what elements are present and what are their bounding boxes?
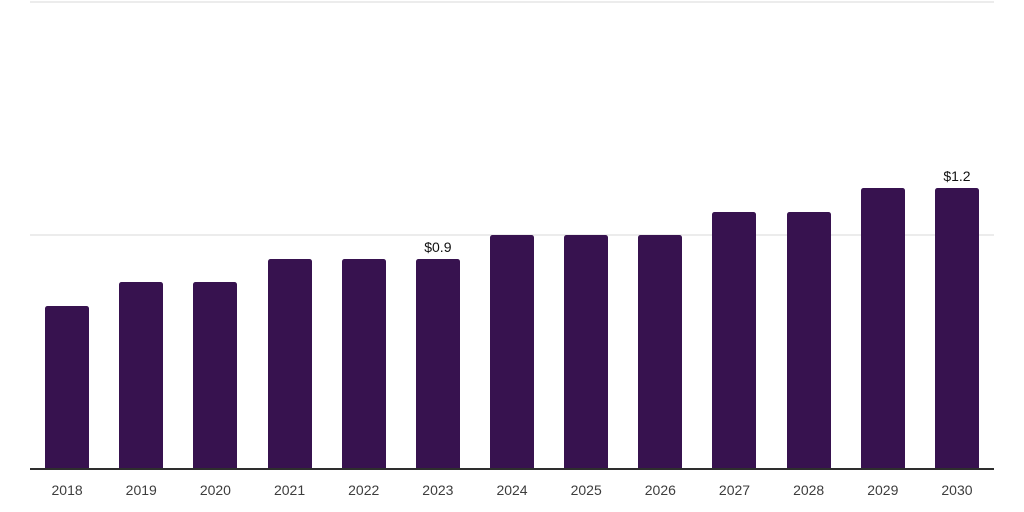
bar-2021 — [267, 258, 312, 470]
bar-2018 — [45, 305, 90, 470]
bar-slot-2029 — [846, 188, 920, 470]
bar-2025 — [564, 235, 609, 470]
x-tick-label-2022: 2022 — [348, 482, 380, 498]
bar-value-label-2023: $0.9 — [424, 238, 452, 255]
bar-2030 — [934, 188, 979, 470]
x-tick-label-2023: 2023 — [422, 482, 454, 498]
bar-2029 — [860, 188, 905, 470]
bar-slot-2024 — [475, 235, 549, 470]
bar-2023 — [415, 258, 460, 470]
bar-2026 — [638, 235, 683, 470]
x-tick-label-2020: 2020 — [199, 482, 231, 498]
bar-slot-2022 — [327, 258, 401, 470]
bar-slot-2019 — [104, 282, 178, 470]
bar-slot-2028 — [772, 211, 846, 470]
gridline-top — [30, 1, 994, 3]
bar-slot-2026 — [623, 235, 697, 470]
x-tick-label-2026: 2026 — [644, 482, 676, 498]
bar-value-label-2030: $1.2 — [943, 168, 971, 184]
x-tick-label-2028: 2028 — [793, 482, 825, 498]
bar-2022 — [341, 258, 386, 470]
x-axis-line — [30, 468, 994, 470]
bar-slot-2020 — [178, 282, 252, 470]
x-tick-label-2024: 2024 — [496, 482, 528, 498]
bar-2024 — [490, 235, 535, 470]
x-tick-label-2018: 2018 — [51, 482, 83, 498]
bar-2027 — [712, 211, 757, 470]
bar-2028 — [786, 211, 831, 470]
bar-slot-2030: $1.2 — [920, 168, 994, 470]
bar-2020 — [193, 282, 238, 470]
x-tick-label-2030: 2030 — [941, 482, 973, 498]
x-tick-label-2025: 2025 — [570, 482, 602, 498]
x-tick-label-2019: 2019 — [125, 482, 157, 498]
bar-slot-2018 — [30, 305, 104, 470]
x-tick-label-2021: 2021 — [273, 482, 306, 498]
bars-container: $0.9 $1.2 — [30, 1, 994, 470]
bar-slot-2027 — [697, 211, 771, 470]
x-tick-label-2029: 2029 — [867, 482, 899, 498]
x-axis-labels: 2018 2019 2020 2021 2022 2023 2024 2025 2026 2027… — [30, 482, 994, 498]
bar-slot-2023: $0.9 — [401, 238, 475, 470]
bar-slot-2025 — [549, 235, 623, 470]
plot-area: $0.9 $1.2 — [30, 1, 994, 470]
x-tick-label-2027: 2027 — [718, 482, 751, 498]
bar-2019 — [119, 282, 164, 470]
bar-chart: $0.9 $1.2 2018 2019 2020 2021 2022 2023 2024 202… — [30, 1, 994, 498]
bar-slot-2021 — [252, 258, 326, 470]
